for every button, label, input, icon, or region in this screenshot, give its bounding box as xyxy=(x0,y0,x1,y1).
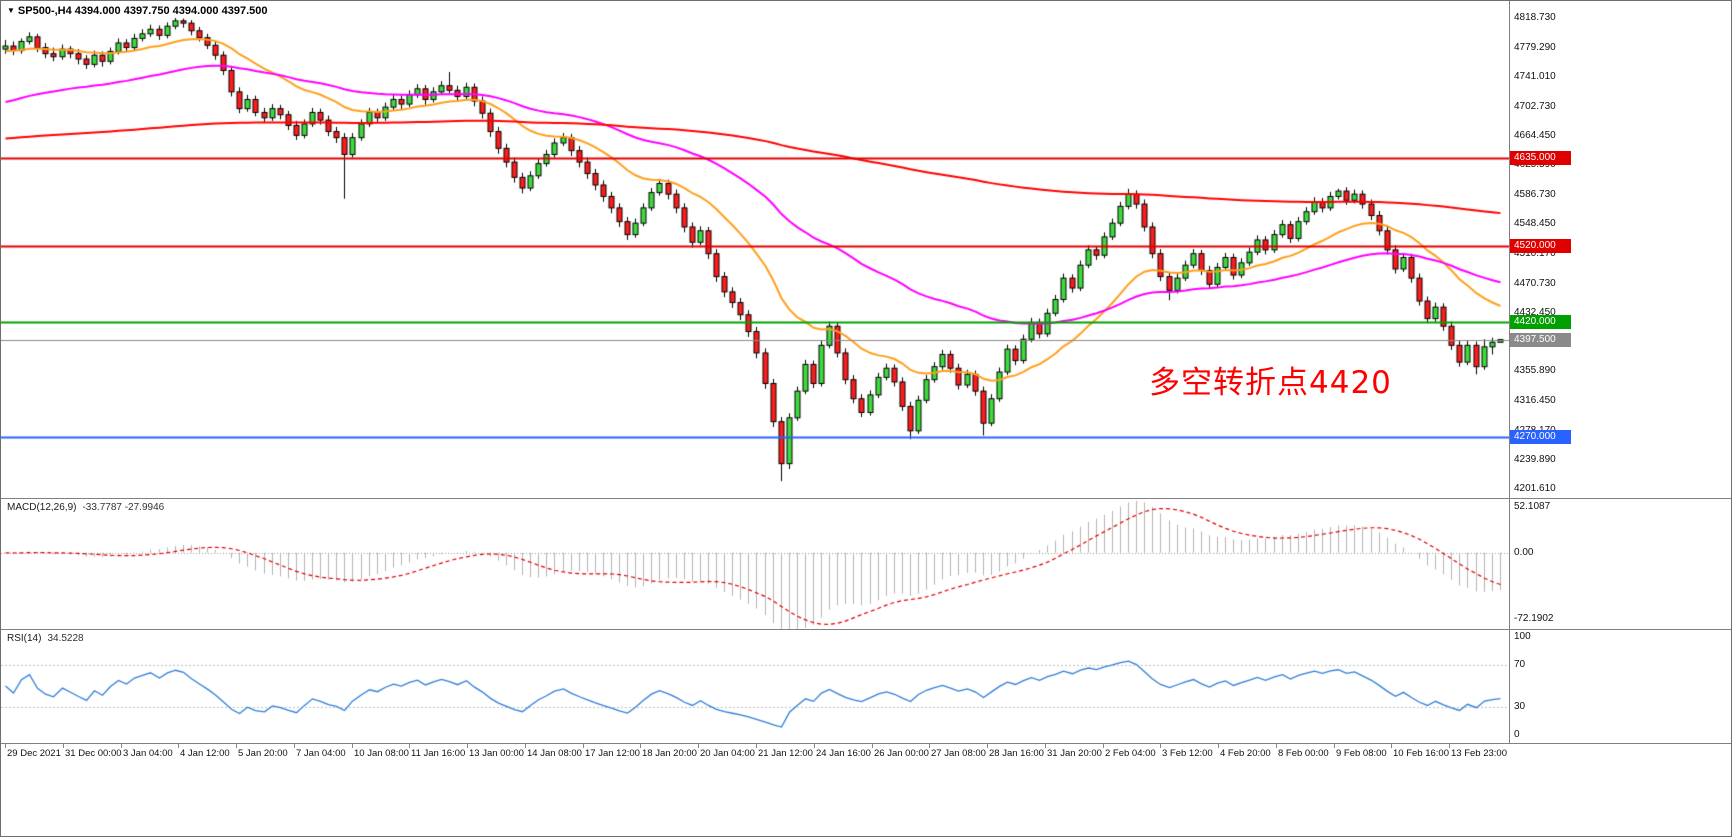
macd-label-group: MACD(12,26,9) -33.7787 -27.9946 xyxy=(7,502,164,513)
rsi-value: 34.5228 xyxy=(47,633,84,644)
time-label: 3 Feb 12:00 xyxy=(1162,748,1213,759)
time-tick xyxy=(236,744,237,748)
price-tick: 4355.890 xyxy=(1514,365,1556,376)
time-tick xyxy=(1449,744,1450,748)
time-label: 17 Jan 12:00 xyxy=(585,748,640,759)
symbol-dropdown-icon[interactable]: ▼ xyxy=(7,6,15,15)
time-label: 14 Jan 08:00 xyxy=(527,748,582,759)
price-level-badge: 4520.000 xyxy=(1510,239,1571,253)
macd-scale-tick: 0.00 xyxy=(1514,547,1534,558)
time-label: 28 Jan 16:00 xyxy=(989,748,1044,759)
time-tick xyxy=(583,744,584,748)
panel-divider-rsi[interactable] xyxy=(1,629,1731,630)
price-level-badge: 4397.500 xyxy=(1510,333,1571,347)
price-tick: 4239.890 xyxy=(1514,454,1556,465)
time-axis-divider xyxy=(1,743,1731,744)
time-label: 8 Feb 00:00 xyxy=(1278,748,1329,759)
price-tick: 4741.010 xyxy=(1514,71,1556,82)
time-tick xyxy=(1045,744,1046,748)
rsi-scale-tick: 30 xyxy=(1514,701,1526,712)
price-tick: 4548.450 xyxy=(1514,218,1556,229)
macd-scale-tick: 52.1087 xyxy=(1514,501,1551,512)
time-tick xyxy=(121,744,122,748)
time-label: 4 Feb 20:00 xyxy=(1220,748,1271,759)
time-tick xyxy=(467,744,468,748)
price-tick: 4470.730 xyxy=(1514,278,1556,289)
price-axis[interactable]: 4818.730 4779.290 4741.010 4702.730 4664.450… xyxy=(1509,1,1731,743)
chart-canvas[interactable] xyxy=(1,1,1509,743)
time-label: 20 Jan 04:00 xyxy=(700,748,755,759)
time-tick xyxy=(352,744,353,748)
rsi-scale-tick: 100 xyxy=(1514,631,1531,642)
price-level-badge: 4420.000 xyxy=(1510,315,1571,329)
time-label: 3 Jan 04:00 xyxy=(123,748,173,759)
macd-scale-tick: -72.1902 xyxy=(1514,613,1554,624)
panel-divider-macd[interactable] xyxy=(1,498,1731,499)
time-label: 26 Jan 00:00 xyxy=(874,748,929,759)
time-tick xyxy=(1334,744,1335,748)
time-tick xyxy=(294,744,295,748)
time-tick xyxy=(698,744,699,748)
time-tick xyxy=(1391,744,1392,748)
time-label: 31 Dec 00:00 xyxy=(65,748,122,759)
time-label: 27 Jan 08:00 xyxy=(931,748,986,759)
time-tick xyxy=(5,744,6,748)
time-tick xyxy=(640,744,641,748)
time-label: 13 Feb 23:00 xyxy=(1451,748,1507,759)
rsi-scale-tick: 70 xyxy=(1514,659,1526,670)
price-level-badge: 4635.000 xyxy=(1510,151,1571,165)
time-label: 21 Jan 12:00 xyxy=(758,748,813,759)
time-label: 9 Feb 08:00 xyxy=(1336,748,1387,759)
rsi-label-group: RSI(14) 34.5228 xyxy=(7,633,84,644)
time-label: 10 Jan 08:00 xyxy=(354,748,409,759)
price-tick: 4818.730 xyxy=(1514,12,1556,23)
price-tick: 4432.450 xyxy=(1514,307,1556,318)
time-tick xyxy=(987,744,988,748)
time-tick xyxy=(409,744,410,748)
price-tick: 4316.450 xyxy=(1514,395,1556,406)
annotation-text[interactable]: 多空转折点4420 xyxy=(1149,365,1392,401)
price-tick: 4664.450 xyxy=(1514,130,1556,141)
time-label: 7 Jan 04:00 xyxy=(296,748,346,759)
time-tick xyxy=(872,744,873,748)
time-tick xyxy=(63,744,64,748)
price-axis-divider xyxy=(1509,1,1510,743)
chart-ohlc-readout: SP500-,H4 4394.000 4397.750 4394.000 439… xyxy=(17,5,268,17)
time-tick xyxy=(814,744,815,748)
rsi-scale-tick: 0 xyxy=(1514,729,1520,740)
price-tick: 4510.170 xyxy=(1514,248,1556,259)
time-label: 5 Jan 20:00 xyxy=(238,748,288,759)
time-tick xyxy=(525,744,526,748)
time-label: 4 Jan 12:00 xyxy=(180,748,230,759)
rsi-label: RSI(14) xyxy=(7,633,42,644)
time-tick xyxy=(1160,744,1161,748)
price-tick: 4779.290 xyxy=(1514,42,1556,53)
price-level-badge: 4270.000 xyxy=(1510,430,1571,444)
time-label: 10 Feb 16:00 xyxy=(1393,748,1449,759)
time-label: 13 Jan 00:00 xyxy=(469,748,524,759)
time-label: 31 Jan 20:00 xyxy=(1047,748,1102,759)
time-label: 18 Jan 20:00 xyxy=(642,748,697,759)
time-tick xyxy=(929,744,930,748)
price-tick: 4586.730 xyxy=(1514,189,1556,200)
time-label: 29 Dec 2021 xyxy=(7,748,61,759)
time-tick xyxy=(756,744,757,748)
price-tick: 4702.730 xyxy=(1514,101,1556,112)
macd-values: -33.7787 -27.9946 xyxy=(82,502,165,513)
time-tick xyxy=(1103,744,1104,748)
time-tick xyxy=(1218,744,1219,748)
chart-title-bar: ▼ SP500-,H4 4394.000 4397.750 4394.000 43… xyxy=(7,5,267,17)
time-axis[interactable]: 29 Dec 2021 31 Dec 00:00 3 Jan 04:00 4 Jan … xyxy=(1,744,1731,764)
time-tick xyxy=(1276,744,1277,748)
time-tick xyxy=(178,744,179,748)
time-label: 2 Feb 04:00 xyxy=(1105,748,1156,759)
time-label: 24 Jan 16:00 xyxy=(816,748,871,759)
macd-label: MACD(12,26,9) xyxy=(7,502,77,513)
price-tick: 4201.610 xyxy=(1514,483,1556,494)
time-label: 11 Jan 16:00 xyxy=(411,748,466,759)
